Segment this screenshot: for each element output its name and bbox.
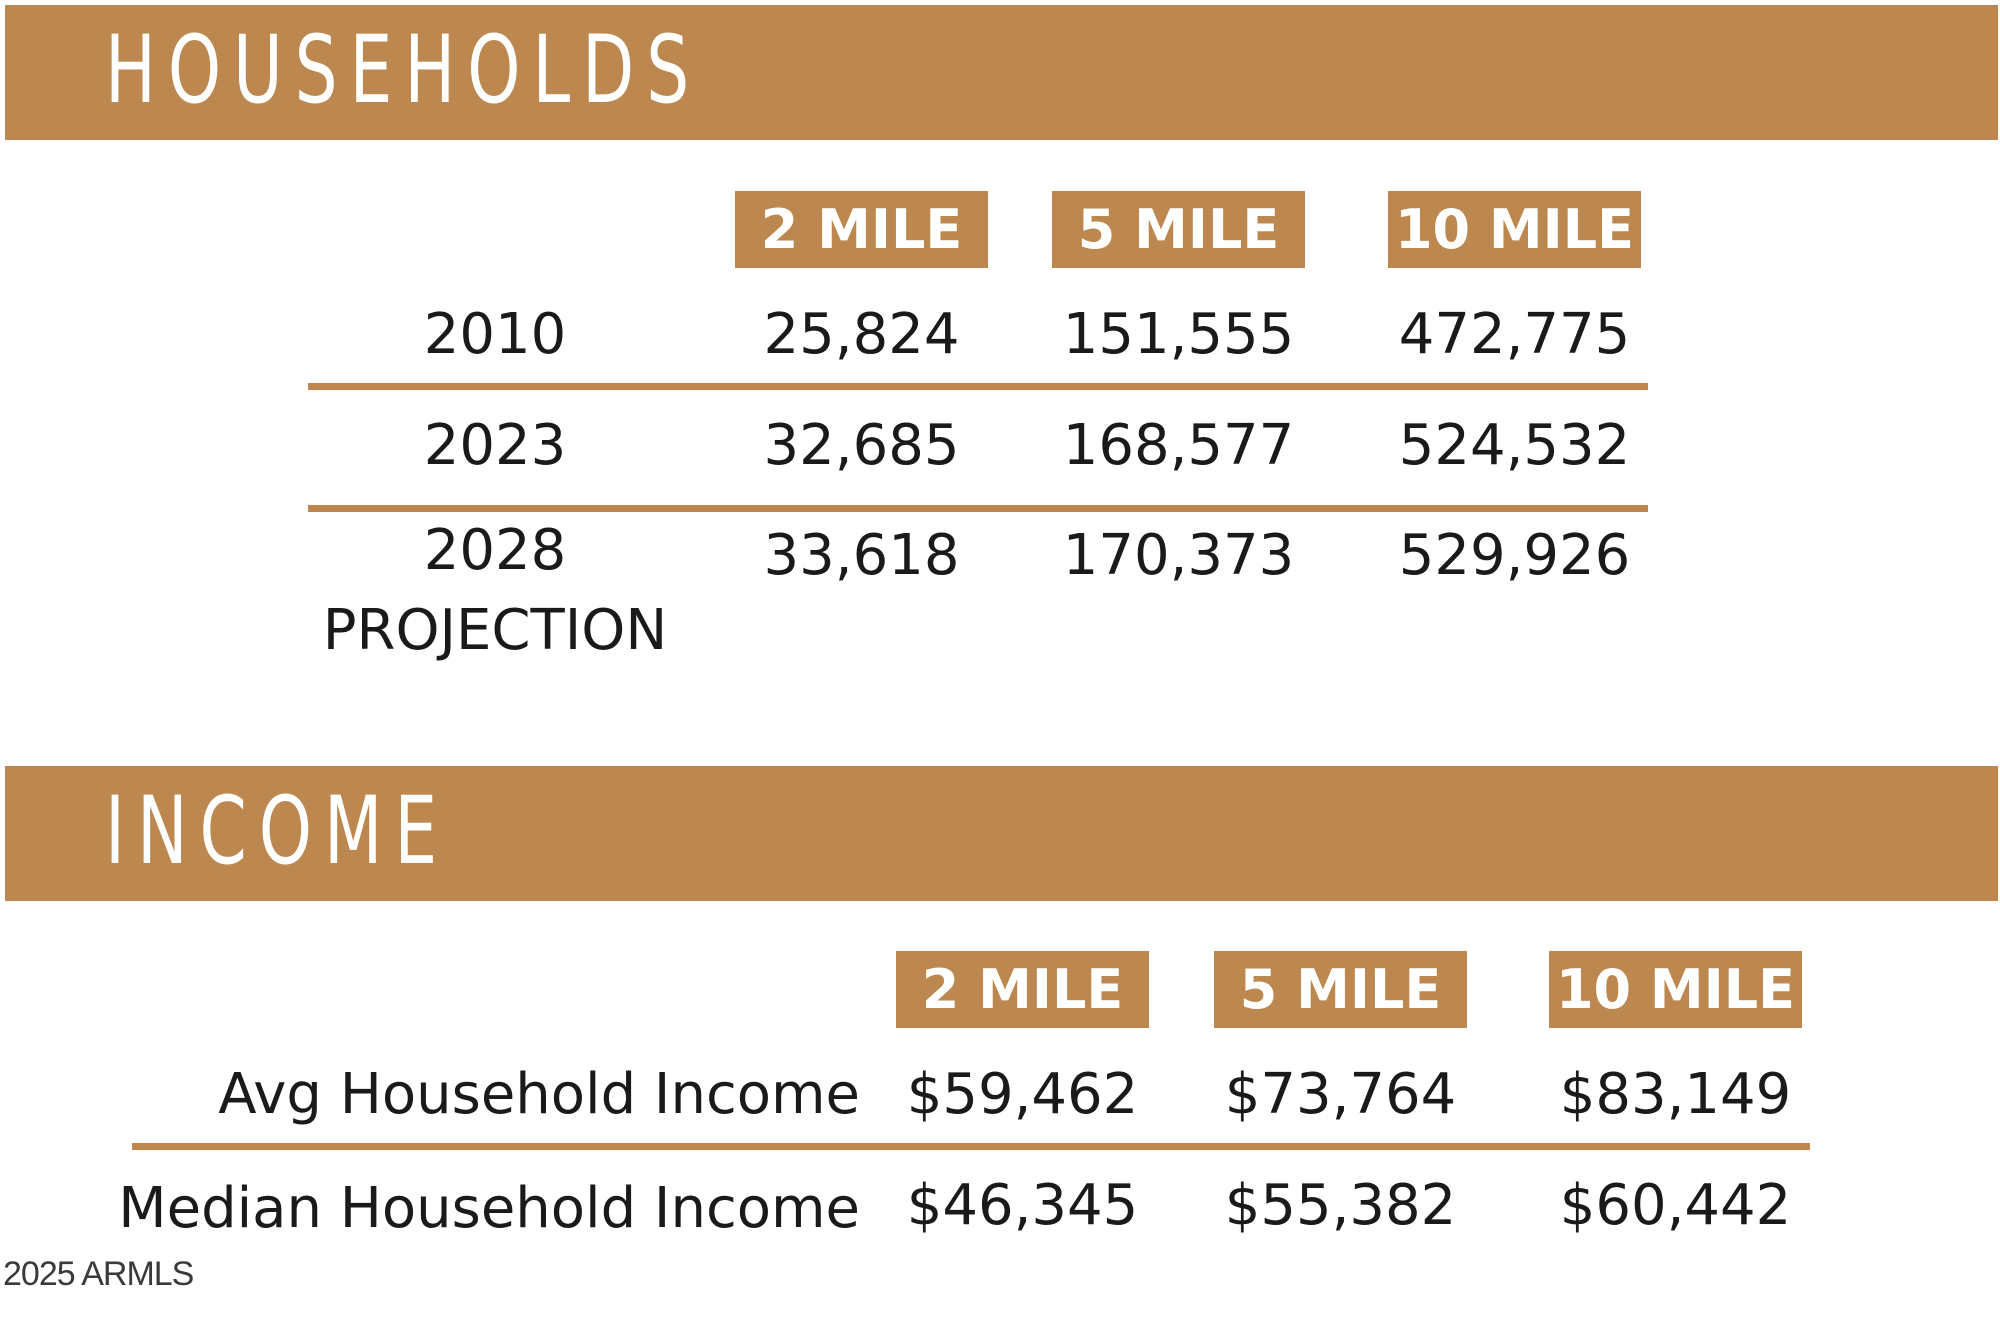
households-col-2-mile: 2 MILE <box>735 191 988 268</box>
households-col-5-mile: 5 MILE <box>1052 191 1305 268</box>
households-cell: 170,373 <box>1062 523 1295 588</box>
copyright-watermark: 2025 ARMLS <box>3 1255 194 1293</box>
income-row-label: Avg Household Income <box>218 1062 860 1127</box>
income-row-label: Median Household Income <box>118 1176 860 1241</box>
income-cell: $60,442 <box>1559 1173 1792 1238</box>
income-banner: INCOME <box>5 766 1998 901</box>
households-cell: 472,775 <box>1398 302 1631 367</box>
households-cell: 529,926 <box>1398 523 1631 588</box>
households-row-label-projection: PROJECTION <box>322 598 668 663</box>
income-cell: $55,382 <box>1224 1173 1457 1238</box>
income-cell: $83,149 <box>1559 1062 1792 1127</box>
income-row-divider <box>132 1143 1810 1150</box>
households-row-label: 2010 <box>423 302 567 367</box>
households-cell: 33,618 <box>763 523 960 588</box>
households-title: HOUSEHOLDS <box>105 16 702 125</box>
income-col-2-mile: 2 MILE <box>896 951 1149 1028</box>
households-row-divider <box>308 505 1648 512</box>
income-cell: $59,462 <box>906 1062 1139 1127</box>
income-cell: $46,345 <box>906 1173 1139 1238</box>
income-col-5-mile: 5 MILE <box>1214 951 1467 1028</box>
households-col-10-mile: 10 MILE <box>1388 191 1641 268</box>
households-cell: 168,577 <box>1062 413 1295 478</box>
households-banner: HOUSEHOLDS <box>5 5 1998 140</box>
households-row-divider <box>308 383 1648 390</box>
households-cell: 151,555 <box>1062 302 1295 367</box>
income-cell: $73,764 <box>1224 1062 1457 1127</box>
households-cell: 25,824 <box>763 302 960 367</box>
income-col-10-mile: 10 MILE <box>1549 951 1802 1028</box>
households-cell: 524,532 <box>1398 413 1631 478</box>
households-row-label: 2023 <box>423 413 567 478</box>
households-cell: 32,685 <box>763 413 960 478</box>
households-row-label: 2028 <box>423 518 567 583</box>
income-title: INCOME <box>105 777 450 886</box>
